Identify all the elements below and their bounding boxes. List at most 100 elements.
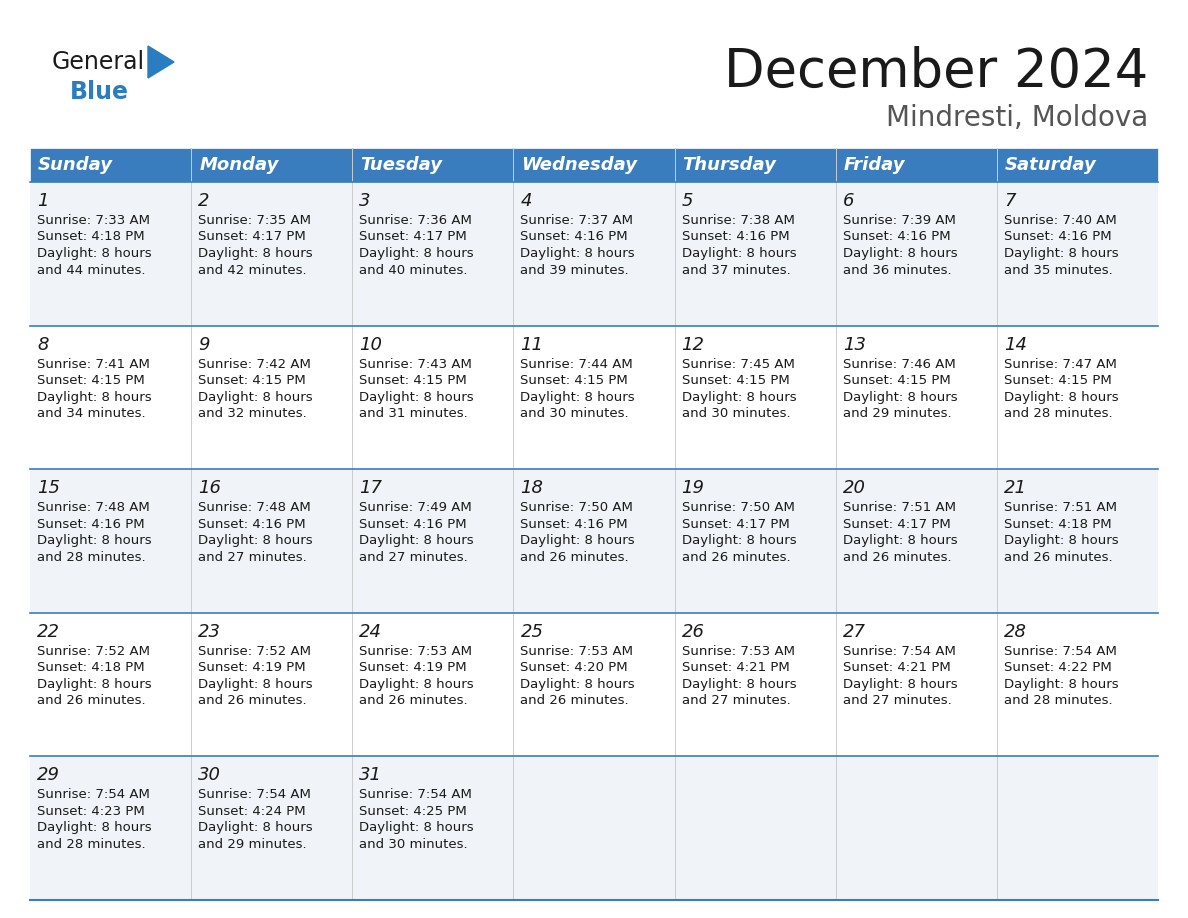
Text: 7: 7 (1004, 192, 1016, 210)
Text: Daylight: 8 hours: Daylight: 8 hours (842, 534, 958, 547)
Text: and 27 minutes.: and 27 minutes. (682, 694, 790, 707)
Text: Sunday: Sunday (38, 156, 113, 174)
Text: Daylight: 8 hours: Daylight: 8 hours (682, 247, 796, 260)
Text: 16: 16 (198, 479, 221, 498)
Text: 3: 3 (359, 192, 371, 210)
Text: Sunrise: 7:52 AM: Sunrise: 7:52 AM (37, 644, 150, 658)
Text: Sunrise: 7:45 AM: Sunrise: 7:45 AM (682, 358, 795, 371)
Text: and 26 minutes.: and 26 minutes. (842, 551, 952, 564)
Text: and 26 minutes.: and 26 minutes. (359, 694, 468, 707)
Text: Sunset: 4:15 PM: Sunset: 4:15 PM (682, 375, 789, 387)
Text: Sunrise: 7:48 AM: Sunrise: 7:48 AM (198, 501, 311, 514)
Text: Sunset: 4:16 PM: Sunset: 4:16 PM (198, 518, 305, 531)
Text: 15: 15 (37, 479, 61, 498)
Text: Sunset: 4:17 PM: Sunset: 4:17 PM (359, 230, 467, 243)
Text: and 26 minutes.: and 26 minutes. (682, 551, 790, 564)
Text: Sunrise: 7:46 AM: Sunrise: 7:46 AM (842, 358, 955, 371)
Text: and 36 minutes.: and 36 minutes. (842, 263, 952, 276)
Text: Daylight: 8 hours: Daylight: 8 hours (359, 390, 474, 404)
Text: General: General (52, 50, 145, 74)
Text: Sunset: 4:25 PM: Sunset: 4:25 PM (359, 805, 467, 818)
Text: and 31 minutes.: and 31 minutes. (359, 407, 468, 420)
Text: Sunset: 4:18 PM: Sunset: 4:18 PM (37, 661, 145, 675)
Text: Daylight: 8 hours: Daylight: 8 hours (682, 390, 796, 404)
Text: Sunset: 4:15 PM: Sunset: 4:15 PM (359, 375, 467, 387)
Text: Sunrise: 7:37 AM: Sunrise: 7:37 AM (520, 214, 633, 227)
Bar (353, 148, 513, 182)
Bar (997, 148, 1158, 182)
Text: Daylight: 8 hours: Daylight: 8 hours (198, 534, 312, 547)
Text: 18: 18 (520, 479, 543, 498)
Text: Sunrise: 7:54 AM: Sunrise: 7:54 AM (37, 789, 150, 801)
Text: 19: 19 (682, 479, 704, 498)
Text: and 30 minutes.: and 30 minutes. (520, 407, 630, 420)
Text: 17: 17 (359, 479, 383, 498)
Text: and 40 minutes.: and 40 minutes. (359, 263, 468, 276)
Text: Daylight: 8 hours: Daylight: 8 hours (37, 247, 152, 260)
Text: 1: 1 (37, 192, 49, 210)
Bar (30, 756, 1158, 900)
Text: and 29 minutes.: and 29 minutes. (198, 838, 307, 851)
Text: Sunrise: 7:44 AM: Sunrise: 7:44 AM (520, 358, 633, 371)
Text: and 27 minutes.: and 27 minutes. (842, 694, 952, 707)
Text: 6: 6 (842, 192, 854, 210)
Text: Daylight: 8 hours: Daylight: 8 hours (359, 677, 474, 691)
Text: Sunset: 4:24 PM: Sunset: 4:24 PM (198, 805, 305, 818)
Text: Sunset: 4:16 PM: Sunset: 4:16 PM (37, 518, 145, 531)
Text: Daylight: 8 hours: Daylight: 8 hours (198, 390, 312, 404)
Text: Daylight: 8 hours: Daylight: 8 hours (842, 677, 958, 691)
Text: Daylight: 8 hours: Daylight: 8 hours (198, 677, 312, 691)
Text: and 26 minutes.: and 26 minutes. (1004, 551, 1112, 564)
Text: and 39 minutes.: and 39 minutes. (520, 263, 630, 276)
Text: Wednesday: Wednesday (522, 156, 638, 174)
Text: Daylight: 8 hours: Daylight: 8 hours (682, 534, 796, 547)
Text: Sunrise: 7:49 AM: Sunrise: 7:49 AM (359, 501, 472, 514)
Text: Daylight: 8 hours: Daylight: 8 hours (1004, 390, 1118, 404)
Text: Daylight: 8 hours: Daylight: 8 hours (520, 534, 636, 547)
Text: and 44 minutes.: and 44 minutes. (37, 263, 145, 276)
Text: and 28 minutes.: and 28 minutes. (37, 551, 146, 564)
Text: and 34 minutes.: and 34 minutes. (37, 407, 146, 420)
Text: Daylight: 8 hours: Daylight: 8 hours (359, 822, 474, 834)
Text: Sunset: 4:22 PM: Sunset: 4:22 PM (1004, 661, 1112, 675)
Text: Daylight: 8 hours: Daylight: 8 hours (520, 677, 636, 691)
Text: Daylight: 8 hours: Daylight: 8 hours (198, 247, 312, 260)
Text: Daylight: 8 hours: Daylight: 8 hours (37, 390, 152, 404)
Text: and 26 minutes.: and 26 minutes. (520, 551, 630, 564)
Text: 28: 28 (1004, 622, 1026, 641)
Text: Daylight: 8 hours: Daylight: 8 hours (37, 677, 152, 691)
Text: Sunset: 4:23 PM: Sunset: 4:23 PM (37, 805, 145, 818)
Text: Daylight: 8 hours: Daylight: 8 hours (1004, 677, 1118, 691)
Text: Sunrise: 7:50 AM: Sunrise: 7:50 AM (520, 501, 633, 514)
Polygon shape (148, 46, 173, 78)
Text: Tuesday: Tuesday (360, 156, 442, 174)
Text: and 27 minutes.: and 27 minutes. (359, 551, 468, 564)
Text: Daylight: 8 hours: Daylight: 8 hours (37, 534, 152, 547)
Text: 13: 13 (842, 336, 866, 353)
Text: Sunrise: 7:33 AM: Sunrise: 7:33 AM (37, 214, 150, 227)
Text: Sunset: 4:17 PM: Sunset: 4:17 PM (198, 230, 305, 243)
Bar (30, 613, 1158, 756)
Text: Sunset: 4:17 PM: Sunset: 4:17 PM (682, 518, 789, 531)
Text: Sunrise: 7:42 AM: Sunrise: 7:42 AM (198, 358, 311, 371)
Text: Sunrise: 7:54 AM: Sunrise: 7:54 AM (1004, 644, 1117, 658)
Text: Sunrise: 7:53 AM: Sunrise: 7:53 AM (359, 644, 473, 658)
Text: 26: 26 (682, 622, 704, 641)
Bar (835, 148, 997, 182)
Text: Sunrise: 7:50 AM: Sunrise: 7:50 AM (682, 501, 795, 514)
Text: and 27 minutes.: and 27 minutes. (198, 551, 307, 564)
Bar (30, 148, 191, 182)
Text: Sunset: 4:19 PM: Sunset: 4:19 PM (198, 661, 305, 675)
Text: Sunset: 4:21 PM: Sunset: 4:21 PM (682, 661, 789, 675)
Text: Daylight: 8 hours: Daylight: 8 hours (842, 247, 958, 260)
Text: 24: 24 (359, 622, 383, 641)
Text: Daylight: 8 hours: Daylight: 8 hours (520, 390, 636, 404)
Text: Sunrise: 7:54 AM: Sunrise: 7:54 AM (842, 644, 955, 658)
Text: and 26 minutes.: and 26 minutes. (198, 694, 307, 707)
Text: Blue: Blue (70, 80, 129, 104)
Text: Sunset: 4:17 PM: Sunset: 4:17 PM (842, 518, 950, 531)
Text: and 28 minutes.: and 28 minutes. (37, 838, 146, 851)
Text: Sunrise: 7:53 AM: Sunrise: 7:53 AM (520, 644, 633, 658)
Text: Sunset: 4:16 PM: Sunset: 4:16 PM (359, 518, 467, 531)
Text: Sunrise: 7:38 AM: Sunrise: 7:38 AM (682, 214, 795, 227)
